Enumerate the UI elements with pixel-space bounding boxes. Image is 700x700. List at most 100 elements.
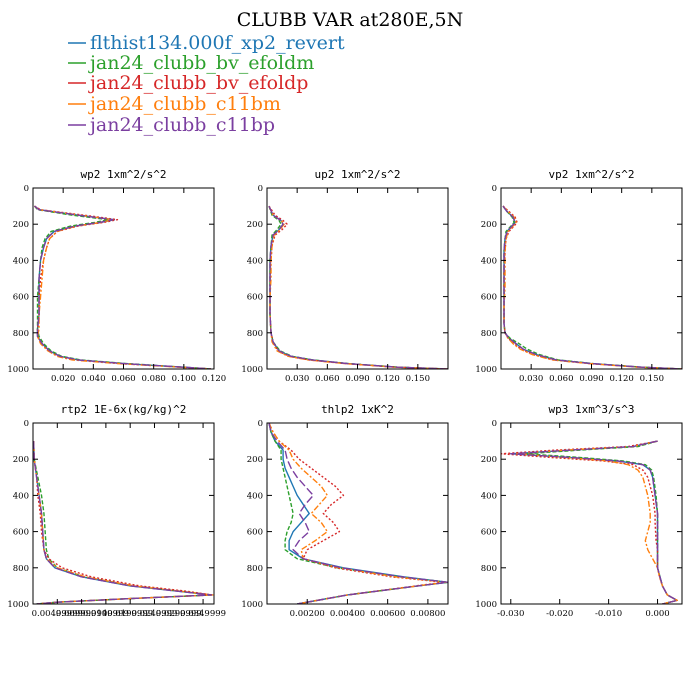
y-tick-label: 0 xyxy=(24,184,29,194)
series-line xyxy=(268,423,448,604)
chart-panel: wp3 1xm^3/s^3 0 200 400 600 800 1000-0.030 -0.0… xyxy=(475,403,683,619)
y-tick-label: 800 xyxy=(247,564,263,574)
y-tick-label: 600 xyxy=(247,528,263,538)
x-tick-label: -0.030 xyxy=(497,609,524,619)
x-tick-label: 0.000 xyxy=(645,609,669,619)
legend-item: flthist134.000f_xp2_revert xyxy=(68,32,345,54)
series-line xyxy=(502,205,682,369)
series-line xyxy=(268,205,448,369)
x-tick-label: 0.150 xyxy=(406,374,430,384)
x-tick-label: 0.060 xyxy=(111,374,135,384)
y-tick-label: 200 xyxy=(481,220,497,230)
y-tick-label: 0 xyxy=(258,184,263,194)
y-tick-label: 200 xyxy=(481,455,497,465)
series-group xyxy=(268,423,448,604)
plot-frame xyxy=(500,187,683,370)
x-tick-label: 0.090 xyxy=(579,374,603,384)
series-line xyxy=(510,440,678,604)
plot-frame xyxy=(266,422,449,605)
series-line xyxy=(502,205,682,369)
series-line xyxy=(501,440,678,604)
y-tick-label: 0 xyxy=(492,184,497,194)
x-tick-label: 0.0349999 xyxy=(180,609,226,619)
x-tick-label: 0.030 xyxy=(285,374,309,384)
x-tick-label: -0.010 xyxy=(595,609,622,619)
series-line xyxy=(34,205,212,369)
series-line xyxy=(502,205,682,369)
y-tick-label: 1000 xyxy=(7,600,29,610)
x-tick-label: 0.0249999 xyxy=(131,609,177,619)
x-tick-label: -0.020 xyxy=(546,609,573,619)
legend: flthist134.000f_xp2_revert jan24_clubb_b… xyxy=(68,32,345,136)
legend-label: jan24_clubb_bv_efoldp xyxy=(88,72,308,94)
chart-panel: vp2 1xm^2/s^2 0 200 400 600 800 1000 0.030 0.060… xyxy=(475,168,683,384)
x-tick-label: 0.120 xyxy=(609,374,633,384)
series-line xyxy=(33,441,213,604)
legend-label: jan24_clubb_c11bp xyxy=(88,114,275,136)
series-line xyxy=(33,441,214,604)
series-line xyxy=(268,205,448,369)
x-tick-label: 0.100 xyxy=(172,374,196,384)
y-tick-label: 400 xyxy=(247,256,263,266)
chart-panel: rtp2 1E-6x(kg/kg)^2020040060080010000.00… xyxy=(7,403,226,619)
y-tick-label: 800 xyxy=(481,564,497,574)
panel-title: rtp2 1E-6x(kg/kg)^2 xyxy=(61,403,187,416)
y-tick-label: 400 xyxy=(13,491,29,501)
y-tick-label: 1000 xyxy=(475,365,497,375)
x-tick-label: 0.0299999 xyxy=(156,609,202,619)
x-tick-label: 0.030 xyxy=(519,374,543,384)
y-tick-label: 400 xyxy=(247,491,263,501)
chart-panel: thlp2 1xK^2 0 200 400 600 800 1000 0.00200 0.004… xyxy=(241,403,449,619)
y-tick-label: 200 xyxy=(13,220,29,230)
series-line xyxy=(33,441,213,604)
chart-panel: wp2 1xm^2/s^2 0 200 400 600 800 1000 0.020 0.040… xyxy=(7,168,226,384)
x-tick-label: 0.150 xyxy=(640,374,664,384)
y-tick-label: 0 xyxy=(492,419,497,429)
plot-frame xyxy=(500,422,683,605)
x-tick-label: 0.080 xyxy=(141,374,165,384)
y-tick-label: 800 xyxy=(13,329,29,339)
x-tick-label: 0.00600 xyxy=(370,609,405,619)
x-tick-label: 0.00800 xyxy=(410,609,445,619)
x-tick-label: 0.060 xyxy=(315,374,339,384)
series-line xyxy=(33,441,213,604)
series-line xyxy=(510,440,678,604)
y-tick-label: 200 xyxy=(13,455,29,465)
x-tick-label: 0.0199999 xyxy=(107,609,153,619)
series-line xyxy=(268,205,448,369)
panel-title: up2 1xm^2/s^2 xyxy=(314,168,400,181)
series-line xyxy=(268,205,448,369)
y-tick-label: 800 xyxy=(247,329,263,339)
series-line xyxy=(268,423,448,604)
x-tick-label: 0.00400 xyxy=(330,609,365,619)
series-line xyxy=(514,440,678,604)
y-tick-label: 400 xyxy=(481,256,497,266)
x-tick-label: 0.060 xyxy=(549,374,573,384)
y-tick-label: 1000 xyxy=(241,600,263,610)
series-group xyxy=(33,205,212,369)
legend-label: flthist134.000f_xp2_revert xyxy=(90,32,345,54)
plot-frame xyxy=(266,187,449,370)
plot-frame xyxy=(32,422,215,605)
y-tick-label: 0 xyxy=(258,419,263,429)
y-tick-label: 1000 xyxy=(7,365,29,375)
panels: wp2 1xm^2/s^2 0 200 400 600 800 1000 0.020 0.040… xyxy=(7,168,683,619)
plot-frame xyxy=(32,187,215,370)
y-tick-label: 400 xyxy=(13,256,29,266)
legend-item: jan24_clubb_bv_efoldp xyxy=(68,72,308,94)
x-tick-label: 0.00999999 xyxy=(56,609,107,619)
x-tick-label: 0.0149999 xyxy=(83,609,129,619)
y-tick-label: 800 xyxy=(481,329,497,339)
x-tick-label: 0.120 xyxy=(375,374,399,384)
series-group xyxy=(501,440,678,604)
legend-item: jan24_clubb_c11bp xyxy=(68,114,275,136)
series-group xyxy=(33,441,214,604)
x-tick-label: 0.020 xyxy=(51,374,75,384)
series-group xyxy=(502,205,682,369)
figure-title: CLUBB VAR at280E,5N xyxy=(237,9,463,31)
y-tick-label: 1000 xyxy=(475,600,497,610)
series-line xyxy=(34,205,212,369)
y-tick-label: 600 xyxy=(13,528,29,538)
y-tick-label: 200 xyxy=(247,220,263,230)
